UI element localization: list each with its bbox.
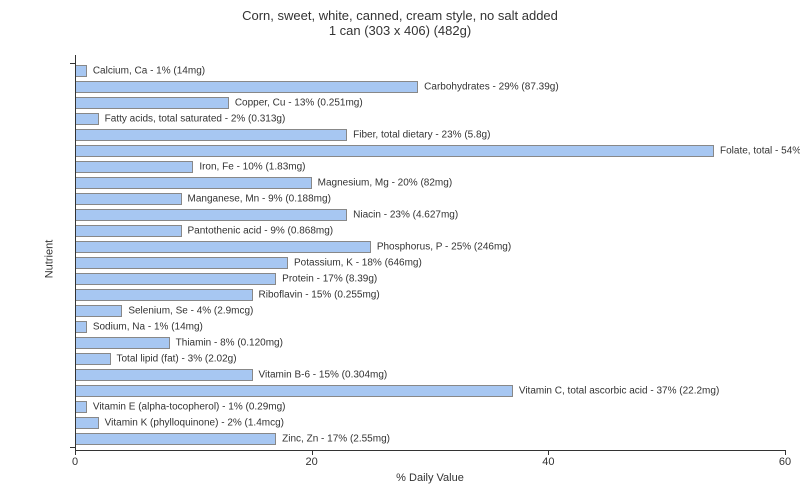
nutrient-bar-label: Pantothenic acid - 9% (0.868mg) bbox=[188, 225, 334, 236]
x-tick-label: 20 bbox=[306, 456, 318, 468]
nutrient-bar-label: Magnesium, Mg - 20% (82mg) bbox=[318, 177, 453, 188]
nutrient-bar bbox=[75, 321, 87, 332]
nutrient-bar-label: Zinc, Zn - 17% (2.55mg) bbox=[282, 433, 390, 444]
nutrient-bar bbox=[75, 385, 513, 396]
nutrient-bar bbox=[75, 161, 193, 172]
bar-row: Iron, Fe - 10% (1.83mg) bbox=[75, 161, 785, 172]
plot-area: Calcium, Ca - 1% (14mg) Carbohydrates - 2… bbox=[75, 55, 785, 450]
nutrient-bar bbox=[75, 369, 253, 380]
bar-row: Pantothenic acid - 9% (0.868mg) bbox=[75, 225, 785, 236]
x-tick bbox=[785, 450, 786, 455]
bars-container: Calcium, Ca - 1% (14mg) Carbohydrates - 2… bbox=[75, 63, 785, 447]
bar-row: Selenium, Se - 4% (2.9mcg) bbox=[75, 305, 785, 316]
bar-row: Sodium, Na - 1% (14mg) bbox=[75, 321, 785, 332]
nutrient-bar bbox=[75, 193, 182, 204]
bar-row: Riboflavin - 15% (0.255mg) bbox=[75, 289, 785, 300]
nutrient-bar bbox=[75, 177, 312, 188]
y-tick bbox=[70, 447, 75, 448]
bar-row: Niacin - 23% (4.627mg) bbox=[75, 209, 785, 220]
x-axis-line bbox=[75, 450, 785, 451]
chart-title-line1: Corn, sweet, white, canned, cream style,… bbox=[0, 8, 800, 23]
nutrient-bar-label: Total lipid (fat) - 3% (2.02g) bbox=[117, 353, 237, 364]
bar-row: Folate, total - 54% (217mcg) bbox=[75, 145, 785, 156]
bar-row: Total lipid (fat) - 3% (2.02g) bbox=[75, 353, 785, 364]
bar-row: Potassium, K - 18% (646mg) bbox=[75, 257, 785, 268]
nutrient-bar-label: Riboflavin - 15% (0.255mg) bbox=[259, 289, 380, 300]
nutrient-bar bbox=[75, 241, 371, 252]
nutrient-bar-label: Manganese, Mn - 9% (0.188mg) bbox=[188, 193, 331, 204]
nutrient-bar-label: Copper, Cu - 13% (0.251mg) bbox=[235, 97, 363, 108]
chart-title-block: Corn, sweet, white, canned, cream style,… bbox=[0, 8, 800, 38]
nutrient-bar bbox=[75, 337, 170, 348]
bar-row: Fiber, total dietary - 23% (5.8g) bbox=[75, 129, 785, 140]
nutrient-bar bbox=[75, 353, 111, 364]
bar-row: Carbohydrates - 29% (87.39g) bbox=[75, 81, 785, 92]
bar-row: Phosphorus, P - 25% (246mg) bbox=[75, 241, 785, 252]
nutrient-bar-label: Carbohydrates - 29% (87.39g) bbox=[424, 81, 559, 92]
bar-row: Protein - 17% (8.39g) bbox=[75, 273, 785, 284]
bar-row: Vitamin K (phylloquinone) - 2% (1.4mcg) bbox=[75, 417, 785, 428]
nutrient-bar-label: Fiber, total dietary - 23% (5.8g) bbox=[353, 129, 490, 140]
nutrient-bar bbox=[75, 209, 347, 220]
nutrient-bar-label: Niacin - 23% (4.627mg) bbox=[353, 209, 458, 220]
nutrient-bar bbox=[75, 257, 288, 268]
bar-row: Zinc, Zn - 17% (2.55mg) bbox=[75, 433, 785, 444]
nutrient-bar-label: Folate, total - 54% (217mcg) bbox=[720, 145, 800, 156]
nutrient-bar-label: Phosphorus, P - 25% (246mg) bbox=[377, 241, 511, 252]
nutrient-bar-label: Protein - 17% (8.39g) bbox=[282, 273, 377, 284]
nutrient-bar-label: Iron, Fe - 10% (1.83mg) bbox=[199, 161, 305, 172]
nutrient-bar-label: Selenium, Se - 4% (2.9mcg) bbox=[128, 305, 253, 316]
nutrient-bar-label: Calcium, Ca - 1% (14mg) bbox=[93, 65, 205, 76]
bar-row: Copper, Cu - 13% (0.251mg) bbox=[75, 97, 785, 108]
x-tick bbox=[548, 450, 549, 455]
chart-title-line2: 1 can (303 x 406) (482g) bbox=[0, 23, 800, 38]
nutrient-bar-label: Vitamin E (alpha-tocopherol) - 1% (0.29m… bbox=[93, 401, 286, 412]
x-tick-label: 0 bbox=[72, 456, 78, 468]
nutrient-bar-label: Vitamin B-6 - 15% (0.304mg) bbox=[259, 369, 388, 380]
x-tick-label: 60 bbox=[779, 456, 791, 468]
x-tick bbox=[75, 450, 76, 455]
nutrient-bar-label: Vitamin C, total ascorbic acid - 37% (22… bbox=[519, 385, 719, 396]
y-axis-line bbox=[75, 55, 76, 450]
nutrient-bar-label: Thiamin - 8% (0.120mg) bbox=[176, 337, 283, 348]
nutrient-bar bbox=[75, 401, 87, 412]
nutrient-bar bbox=[75, 305, 122, 316]
nutrient-bar bbox=[75, 289, 253, 300]
bar-row: Vitamin E (alpha-tocopherol) - 1% (0.29m… bbox=[75, 401, 785, 412]
bar-row: Vitamin C, total ascorbic acid - 37% (22… bbox=[75, 385, 785, 396]
nutrient-bar bbox=[75, 65, 87, 76]
bar-row: Magnesium, Mg - 20% (82mg) bbox=[75, 177, 785, 188]
nutrient-bar bbox=[75, 81, 418, 92]
nutrient-bar-label: Fatty acids, total saturated - 2% (0.313… bbox=[105, 113, 286, 124]
y-tick bbox=[70, 63, 75, 64]
nutrient-bar-label: Potassium, K - 18% (646mg) bbox=[294, 257, 422, 268]
x-tick bbox=[312, 450, 313, 455]
bar-row: Thiamin - 8% (0.120mg) bbox=[75, 337, 785, 348]
bar-row: Manganese, Mn - 9% (0.188mg) bbox=[75, 193, 785, 204]
nutrient-bar bbox=[75, 433, 276, 444]
nutrient-bar-label: Vitamin K (phylloquinone) - 2% (1.4mcg) bbox=[105, 417, 284, 428]
bar-row: Calcium, Ca - 1% (14mg) bbox=[75, 65, 785, 76]
x-tick-label: 40 bbox=[542, 456, 554, 468]
nutrient-bar bbox=[75, 145, 714, 156]
nutrient-bar-label: Sodium, Na - 1% (14mg) bbox=[93, 321, 203, 332]
nutrient-bar bbox=[75, 113, 99, 124]
y-axis-label: Nutrient bbox=[43, 239, 55, 278]
x-axis-label: % Daily Value bbox=[396, 472, 464, 484]
nutrient-bar bbox=[75, 129, 347, 140]
nutrient-bar bbox=[75, 273, 276, 284]
nutrient-bar bbox=[75, 417, 99, 428]
bar-row: Vitamin B-6 - 15% (0.304mg) bbox=[75, 369, 785, 380]
nutrient-bar bbox=[75, 225, 182, 236]
nutrient-bar bbox=[75, 97, 229, 108]
bar-row: Fatty acids, total saturated - 2% (0.313… bbox=[75, 113, 785, 124]
